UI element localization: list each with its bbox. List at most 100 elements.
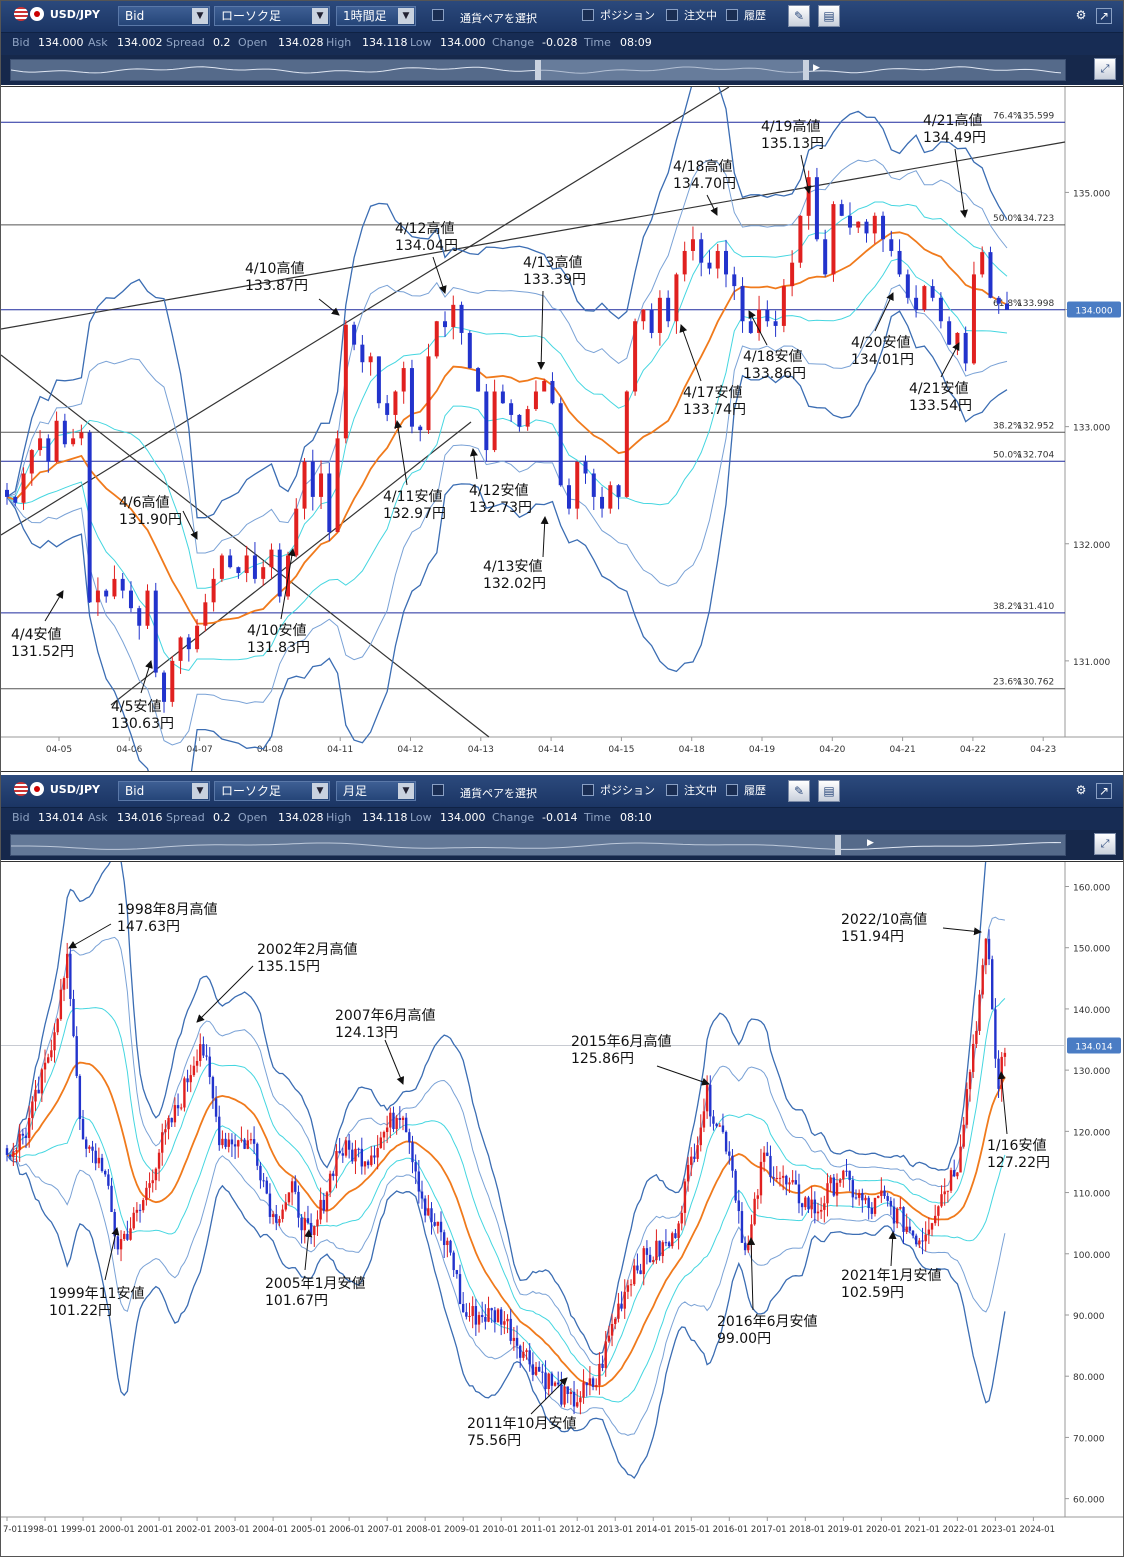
timeframe-select[interactable]: 1時間足 ▼ (336, 6, 416, 26)
fibonacci-price-label: 133.998 (1017, 299, 1054, 309)
candle-body (249, 1139, 253, 1141)
annotation-price-label: 133.86円 (743, 366, 806, 382)
popout-icon[interactable]: ↗ (1096, 783, 1112, 799)
candle-body (442, 1232, 446, 1246)
navigator-track[interactable]: ▶ (10, 834, 1066, 856)
candle-body (623, 1291, 626, 1309)
navigator-sparkline (11, 841, 1062, 850)
pair-select-label: 通貨ペアを選択 (460, 787, 537, 800)
annotation-price-label: 133.39円 (523, 272, 586, 288)
candle-body (814, 177, 819, 240)
price-type-select[interactable]: Bid ▼ (118, 781, 210, 801)
candle-body (978, 994, 981, 1031)
currency-pair[interactable]: USD/JPY (14, 782, 100, 796)
candle-body (918, 1240, 921, 1245)
navigator-handle-right[interactable] (803, 60, 809, 80)
candle-body (360, 1148, 364, 1167)
window-icon[interactable]: ▤ (818, 5, 840, 27)
chart-area[interactable]: 135.000 134.000 133.000 132.000 131.000 04-05… (0, 67, 1124, 830)
candle-body (666, 297, 671, 322)
orders-checkbox[interactable] (666, 784, 678, 796)
chart-type-select[interactable]: ローソク足 ▼ (214, 781, 330, 801)
candle-body (46, 1057, 50, 1063)
navigator-handle-right[interactable] (835, 835, 841, 855)
popout-icon[interactable]: ↗ (1096, 8, 1112, 24)
price-type-select[interactable]: Bid ▼ (118, 6, 210, 26)
candle-body (911, 1230, 915, 1236)
currency-pair[interactable]: USD/JPY (14, 7, 100, 21)
chevron-right-icon[interactable]: ▶ (867, 838, 874, 848)
candle-body (451, 304, 456, 328)
candle-body (734, 1170, 737, 1201)
annotation-arrow (997, 1071, 1008, 1135)
time-tick-label: 04-21 (890, 745, 916, 755)
candle-body (268, 1193, 272, 1217)
candle-body (46, 438, 51, 462)
candle-body (192, 1065, 196, 1076)
autoscale-icon[interactable]: ⤢ (1094, 58, 1116, 80)
history-checkbox[interactable] (726, 784, 738, 796)
candle-body (112, 578, 117, 597)
position-checkbox[interactable] (582, 9, 594, 21)
history-checkbox[interactable] (726, 9, 738, 21)
low-value: 134.000 (440, 811, 486, 824)
candle-body (230, 1139, 234, 1145)
bollinger-band-upper-2 (6, 916, 1005, 1366)
candle-body (582, 1382, 585, 1398)
annotation-date-label: 4/18安値 (743, 349, 802, 365)
candle-body (484, 391, 489, 451)
candle-body (902, 1207, 905, 1232)
annotation-price-label: 135.15円 (257, 959, 320, 975)
annotation-arrow (800, 154, 812, 194)
candle-body (490, 1308, 493, 1311)
navigator-track[interactable]: ▶ (10, 59, 1066, 81)
candle-body (823, 239, 828, 275)
candle-body (838, 1179, 842, 1183)
pair-select-checkbox[interactable] (432, 9, 444, 21)
position-checkbox[interactable] (582, 784, 594, 796)
pair-select-checkbox[interactable] (432, 784, 444, 796)
orders-checkbox[interactable] (666, 9, 678, 21)
candle-body (56, 1019, 59, 1033)
candle-body (243, 1139, 246, 1149)
price-tick-label: 100.000 (1073, 1251, 1110, 1261)
annotation-price-label: 125.86円 (571, 1051, 634, 1067)
candle-body (715, 1123, 718, 1127)
bollinger-band-lower-2 (6, 1154, 1006, 1436)
fibonacci-percent-label: 50.0% (993, 450, 1022, 460)
timeframe-select[interactable]: 月足 ▼ (336, 781, 416, 801)
annotation-price-label: 133.87円 (245, 278, 308, 294)
annotation-date-label: 2015年6月高値 (571, 1033, 672, 1050)
candle-body (233, 1144, 237, 1147)
window-icon[interactable]: ▤ (818, 780, 840, 802)
candle-body (313, 1226, 316, 1236)
candle-body (728, 1151, 731, 1156)
candle-body (522, 1351, 525, 1358)
candle-body (819, 1209, 823, 1212)
pair-label: USD/JPY (49, 783, 100, 796)
annotation-date-label: 4/11安値 (383, 489, 442, 505)
chevron-right-icon[interactable]: ▶ (813, 63, 820, 73)
candle-body (847, 215, 852, 228)
navigator-selection[interactable] (11, 835, 835, 855)
time-tick-label: 04-07 (187, 745, 213, 755)
candle-body (351, 1149, 354, 1162)
chart-tool-icon[interactable]: ✎ (788, 780, 810, 802)
candle-body (129, 1228, 132, 1240)
candle-body (246, 1140, 249, 1149)
candle-body (509, 403, 514, 415)
chart-area[interactable]: 160.000 150.000 140.000 130.000 120.000 110.0… (0, 823, 1124, 1557)
candle-body (72, 998, 75, 1037)
candle-body (477, 1315, 481, 1325)
gear-icon[interactable]: ⚙ (1075, 783, 1087, 797)
navigator-handle-left[interactable] (535, 60, 541, 80)
chart-tool-icon[interactable]: ✎ (788, 5, 810, 27)
ask-label: Ask (88, 811, 108, 824)
gear-icon[interactable]: ⚙ (1075, 8, 1087, 22)
navigator-selection[interactable] (535, 60, 803, 80)
chart-type-select[interactable]: ローソク足 ▼ (214, 6, 330, 26)
autoscale-icon[interactable]: ⤢ (1094, 833, 1116, 855)
annotation-price-label: 127.22円 (987, 1155, 1050, 1171)
time-tick-label: 04-22 (960, 745, 986, 755)
candle-body (867, 1197, 870, 1208)
